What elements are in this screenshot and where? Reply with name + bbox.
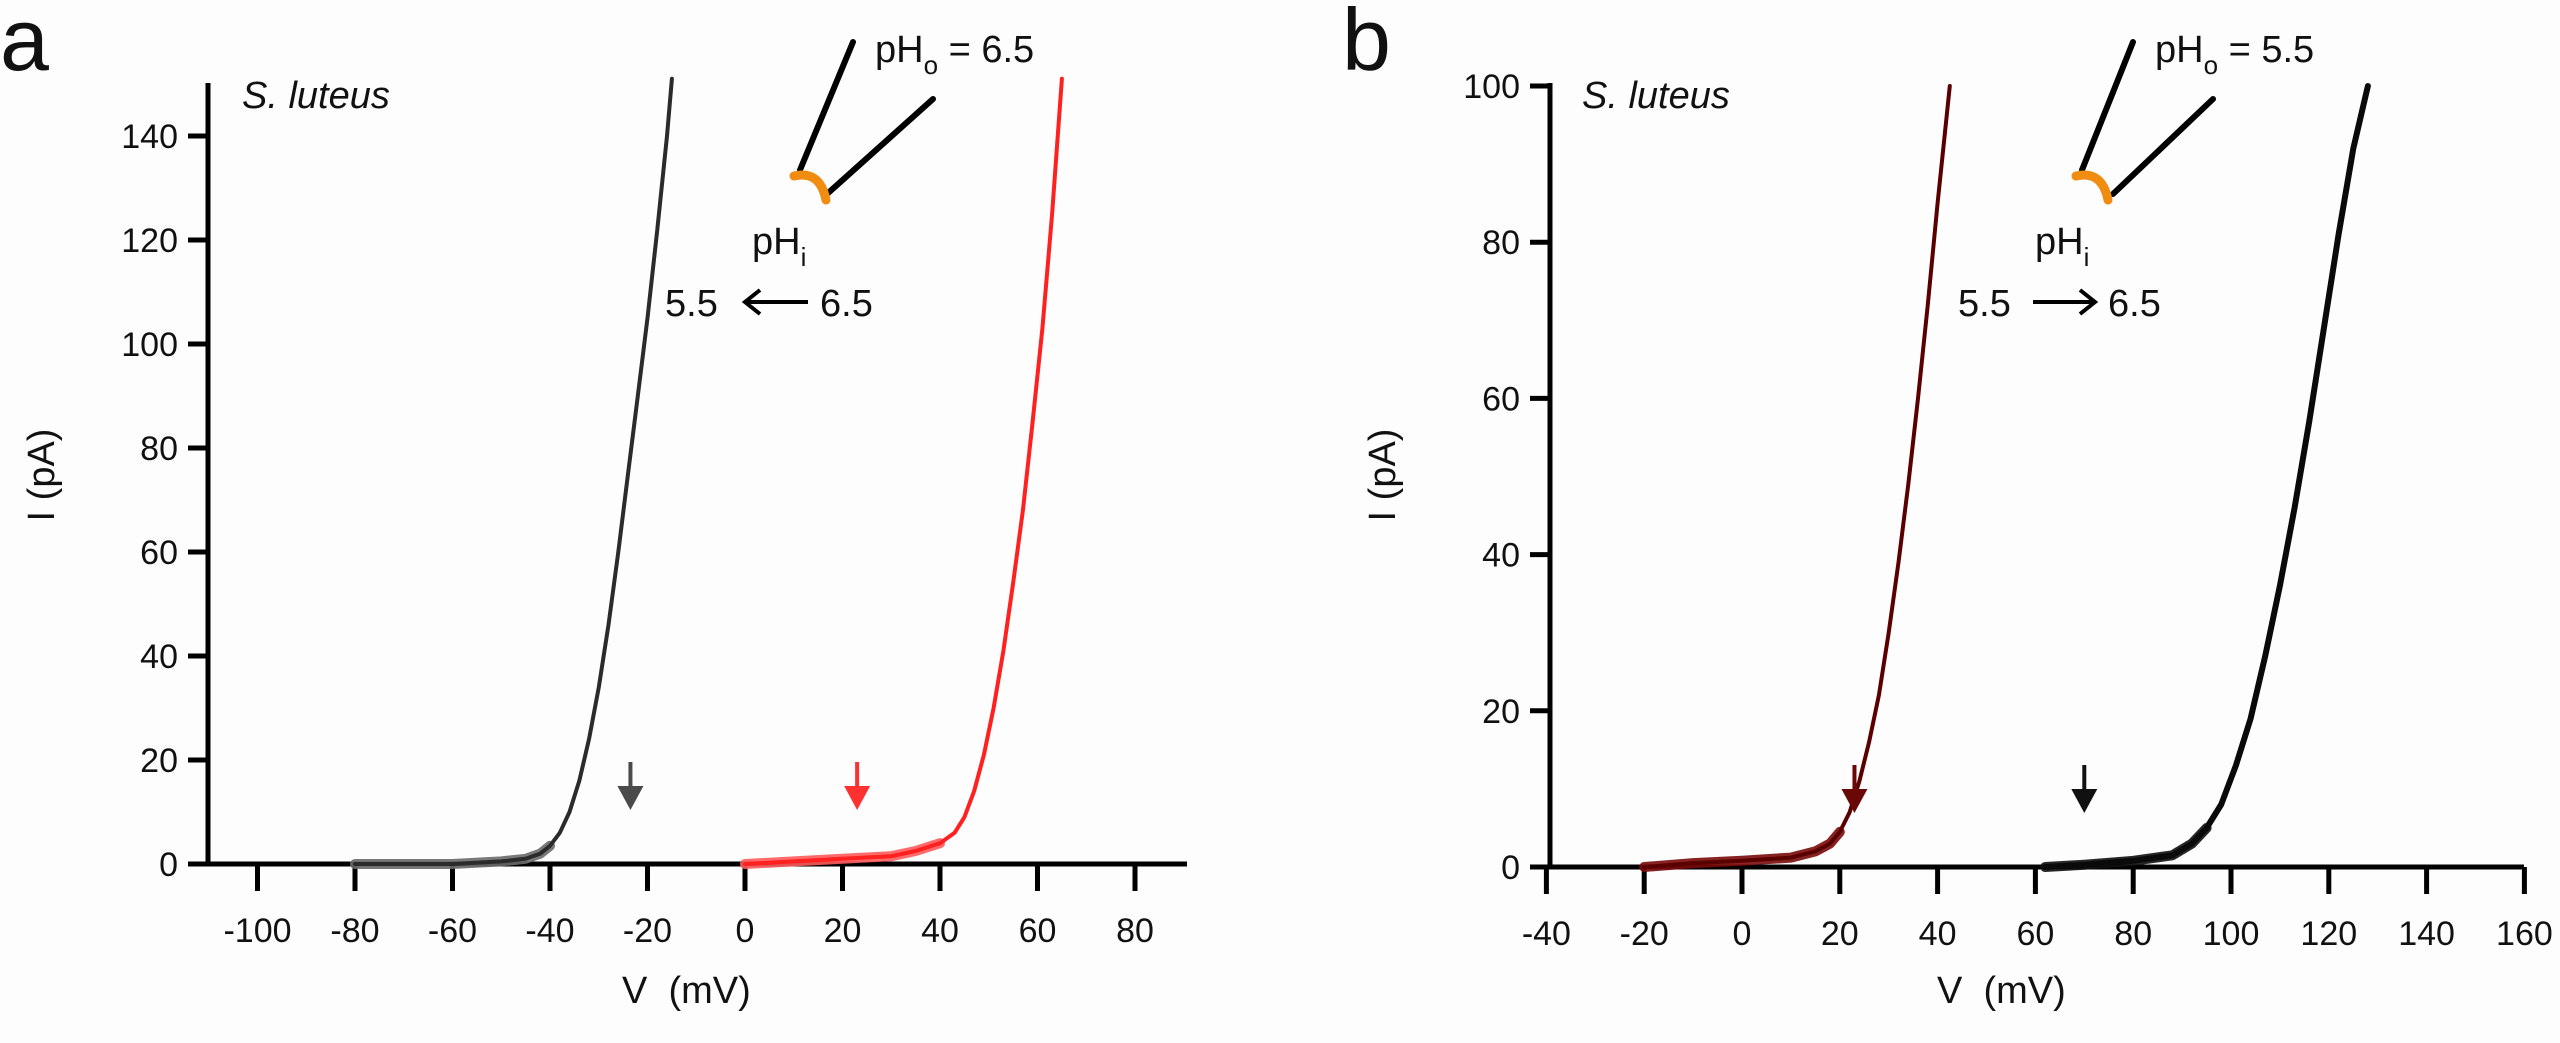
pipette-inset-a: pHo = 6.5 pHi 5.5 6.5 <box>665 29 1034 325</box>
pHi-from-value-b: 5.5 <box>1958 283 2011 325</box>
x-tick-label: 100 <box>2203 915 2260 953</box>
y-tick-label: 100 <box>1463 68 1520 106</box>
x-tick-label: 60 <box>2016 915 2054 953</box>
y-tick-label: 80 <box>140 430 178 468</box>
x-tick-label: 40 <box>1919 915 1957 953</box>
markers-layer-b <box>1841 765 2098 813</box>
x-tick-label: 20 <box>824 912 862 950</box>
x-tick-label: 0 <box>1733 915 1752 953</box>
pipette-wall-right <box>824 96 936 197</box>
x-tick-label: 60 <box>1019 912 1057 950</box>
panel-label-a: a <box>0 0 49 89</box>
pipette-wall-left <box>2079 39 2136 173</box>
down-arrow-icon <box>2071 765 2098 813</box>
y-tick-label: 40 <box>1482 537 1520 575</box>
down-arrow-icon <box>1841 765 1868 813</box>
y-tick-label: 0 <box>1501 849 1520 887</box>
y-tick-label: 80 <box>1482 224 1520 262</box>
panel-b: b S. luteus 0 20 40 60 80 100 -40 -20 0 20 40 60 80 1… <box>1342 0 2553 1012</box>
x-tick-label: -60 <box>428 912 477 950</box>
series-line-1 <box>353 76 674 866</box>
pipette-wall-left <box>797 39 856 173</box>
markers-layer-a <box>617 762 871 810</box>
y-tick-label: 0 <box>159 846 178 884</box>
pHi-from-value-a: 6.5 <box>820 283 873 325</box>
species-label-a: S. luteus <box>242 75 390 117</box>
down-arrow-icon <box>617 762 644 810</box>
left-arrow-icon <box>741 288 808 316</box>
x-axis-title-a: V (mV) <box>622 970 751 1012</box>
membrane-patch-icon <box>2071 170 2113 205</box>
x-axis-title-b: V (mV) <box>1937 970 2066 1012</box>
x-tick-label: 160 <box>2496 915 2553 953</box>
x-tick-label: -80 <box>330 912 379 950</box>
membrane-patch-icon <box>789 170 831 205</box>
pHo-label-b: pHo = 5.5 <box>2155 29 2314 80</box>
y-tick-label: 60 <box>140 534 178 572</box>
y-axis-title-a: I (pA) <box>21 429 63 522</box>
series-line-1 <box>1642 84 1952 869</box>
x-tick-label: 80 <box>2114 915 2152 953</box>
panel-a: a S. luteus 0 20 40 60 80 100 120 140 -100 -80 -60… <box>0 0 1187 1012</box>
y-tick-label: 40 <box>140 638 178 676</box>
axes-b: 0 20 40 60 80 100 -40 -20 0 20 40 60 80 100 120 140 160 <box>1463 68 2553 953</box>
pipette-inset-b: pHo = 5.5 pHi 5.5 6.5 <box>1958 29 2314 325</box>
y-tick-label: 140 <box>121 118 178 156</box>
pHi-label-a: pHi <box>752 221 806 272</box>
x-tick-label: 80 <box>1116 912 1154 950</box>
species-label-b: S. luteus <box>1582 75 1730 117</box>
axes-a: 0 20 40 60 80 100 120 140 -100 -80 -60 -40 -20 0 20 40 6… <box>121 83 1187 950</box>
y-axis-title-b: I (pA) <box>1362 429 1404 522</box>
y-tick-label: 60 <box>1482 380 1520 418</box>
right-arrow-icon <box>2033 288 2099 316</box>
x-tick-label: -20 <box>623 912 672 950</box>
x-tick-label: -40 <box>1522 915 1571 953</box>
x-tick-label: -40 <box>525 912 574 950</box>
pHi-to-value-a: 5.5 <box>665 283 718 325</box>
x-tick-label: 120 <box>2300 915 2357 953</box>
pHi-to-value-b: 6.5 <box>2108 283 2161 325</box>
series-line-2 <box>743 76 1064 866</box>
x-tick-label: 20 <box>1821 915 1859 953</box>
series-line-2 <box>2042 83 2371 870</box>
y-tick-label: 20 <box>140 742 178 780</box>
panel-label-b: b <box>1342 0 1391 89</box>
x-tick-label: 40 <box>921 912 959 950</box>
x-tick-label: -20 <box>1620 915 1669 953</box>
x-tick-label: -100 <box>223 912 291 950</box>
y-tick-label: 120 <box>121 222 178 260</box>
series-layer-a <box>350 76 1064 869</box>
pHi-label-b: pHi <box>2035 221 2089 272</box>
pHo-label-a: pHo = 6.5 <box>875 29 1034 80</box>
y-tick-label: 20 <box>1482 693 1520 731</box>
x-tick-label: 0 <box>736 912 755 950</box>
y-tick-label: 100 <box>121 326 178 364</box>
down-arrow-icon <box>844 762 871 810</box>
x-tick-label: 140 <box>2398 915 2455 953</box>
series-layer-b <box>1639 83 2371 872</box>
pipette-wall-right <box>2110 96 2216 197</box>
